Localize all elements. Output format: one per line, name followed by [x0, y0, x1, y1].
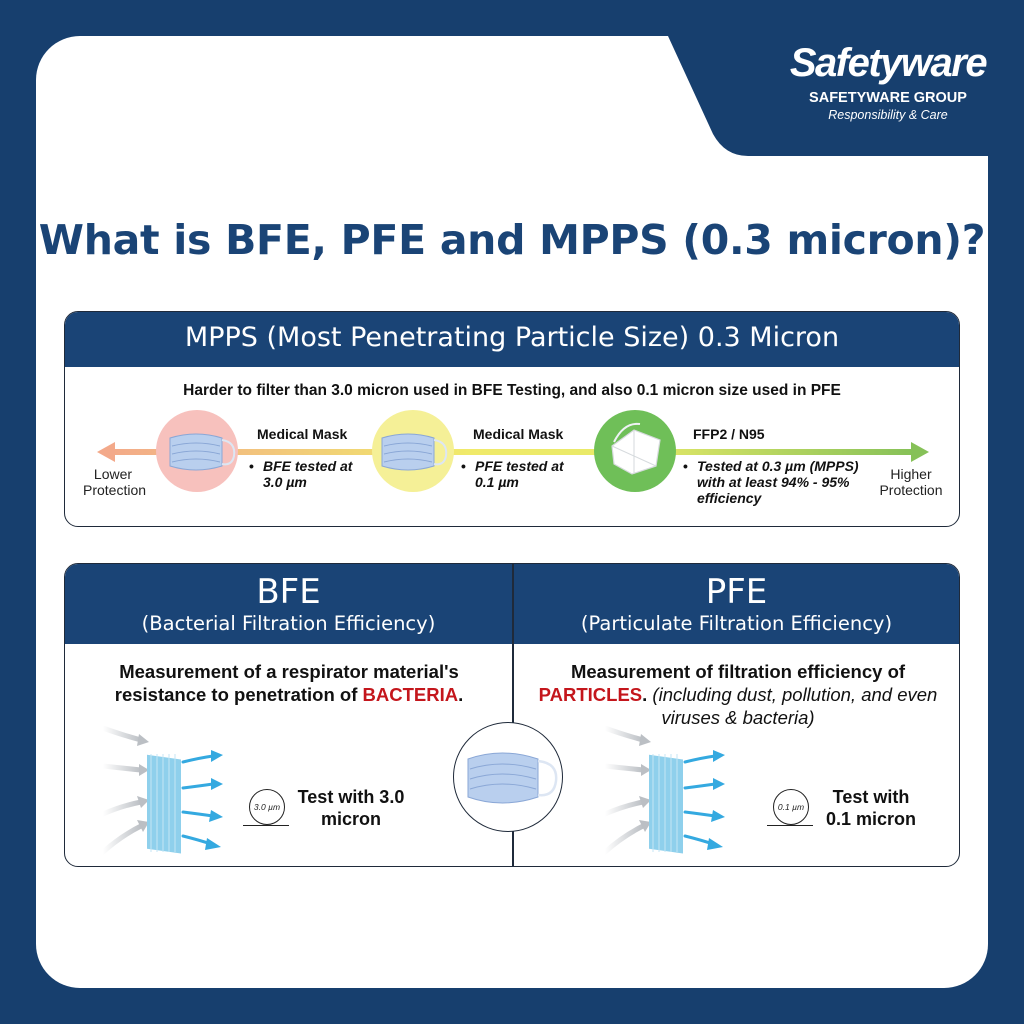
- pfe-micron-base: [767, 825, 813, 827]
- mask-detail-1: • BFE tested at 3.0 µm: [249, 458, 359, 490]
- pfe-title: PFE: [705, 572, 768, 612]
- surgical-mask-icon: [169, 433, 236, 471]
- bullet-dot-icon: •: [683, 458, 688, 474]
- logo-tagline: Responsibility & Care: [828, 108, 948, 122]
- center-mask-medallion: [453, 722, 563, 832]
- pfe-desc-note: (including dust, pollution, and even vir…: [652, 684, 938, 728]
- bfe-pfe-panel: BFE (Bacterial Filtration Efficiency) PF…: [64, 563, 960, 867]
- page-title: What is BFE, PFE and MPPS (0.3 micron)?: [38, 216, 986, 264]
- pfe-desc-highlight: PARTICLES: [538, 684, 643, 705]
- mpps-heading: MPPS (Most Penetrating Particle Size) 0.…: [65, 312, 959, 367]
- bfe-micron-base: [243, 825, 289, 827]
- scale-low-label: Lower Protection: [83, 466, 147, 498]
- brand-logo: Safetyware SAFETYWARE GROUP Responsibili…: [788, 40, 988, 122]
- bfe-subtitle: (Bacterial Filtration Efficiency): [141, 612, 436, 635]
- bfe-desc-text: Measurement of a respirator material's r…: [114, 661, 459, 705]
- bfe-title: BFE: [256, 572, 321, 612]
- panel-divider: [512, 564, 514, 866]
- mask-detail-1-text: BFE tested at 3.0 µm: [263, 458, 353, 490]
- mpps-panel: MPPS (Most Penetrating Particle Size) 0.…: [64, 311, 960, 527]
- mask-title-2: Medical Mask: [473, 426, 564, 442]
- pfe-desc-text: Measurement of filtration efficiency of: [570, 661, 906, 682]
- bfe-desc-period: .: [458, 684, 464, 705]
- bullet-dot-icon: •: [461, 458, 466, 474]
- pfe-header: PFE (Particulate Filtration Efficiency): [513, 564, 959, 644]
- surgical-mask-icon: [467, 752, 558, 804]
- pfe-subtitle: (Particulate Filtration Efficiency): [580, 612, 893, 635]
- pfe-desc-period: .: [642, 684, 648, 705]
- bfe-header: BFE (Bacterial Filtration Efficiency): [65, 564, 512, 644]
- bfe-description: Measurement of a respirator material's r…: [91, 660, 487, 706]
- mask-title-1: Medical Mask: [257, 426, 348, 442]
- logo-group-name: SAFETYWARE GROUP: [809, 90, 967, 106]
- logo-wordmark: Safetyware: [789, 41, 988, 85]
- pfe-filter-airflow-icon: [602, 725, 725, 855]
- surgical-mask-icon: [381, 433, 448, 471]
- bfe-desc-highlight: BACTERIA: [362, 684, 459, 705]
- pfe-test-label: Test with 0.1 micron: [825, 787, 917, 829]
- medical-mask-bfe-circle: [156, 410, 238, 492]
- bfe-filter-airflow-icon: [100, 725, 223, 855]
- bullet-dot-icon: •: [249, 458, 254, 474]
- bfe-test-label: Test with 3.0 micron: [297, 787, 405, 829]
- mask-detail-2: • PFE tested at 0.1 µm: [461, 458, 571, 490]
- respirator-icon: [611, 422, 661, 475]
- scale-high-label: Higher Protection: [879, 466, 943, 498]
- mask-detail-3: • Tested at 0.3 µm (MPPS) with at least 9…: [683, 458, 867, 506]
- protection-scale-line: [105, 449, 913, 455]
- mask-title-3: FFP2 / N95: [693, 426, 765, 442]
- bfe-micron-circle: 3.0 µm: [249, 789, 285, 825]
- mask-detail-3-text: Tested at 0.3 µm (MPPS) with at least 94…: [697, 458, 859, 506]
- pfe-description: Measurement of filtration efficiency of …: [535, 660, 941, 729]
- ffp2-n95-circle: [594, 410, 676, 492]
- mpps-subtitle: Harder to filter than 3.0 micron used in…: [183, 382, 841, 399]
- medical-mask-pfe-circle: [372, 410, 454, 492]
- logo-banner-shape: [668, 36, 988, 156]
- scale-arrow-right-icon: [911, 442, 929, 462]
- pfe-micron-circle: 0.1 µm: [773, 789, 809, 825]
- mask-detail-2-text: PFE tested at 0.1 µm: [475, 458, 564, 490]
- scale-arrow-left-icon: [97, 442, 115, 462]
